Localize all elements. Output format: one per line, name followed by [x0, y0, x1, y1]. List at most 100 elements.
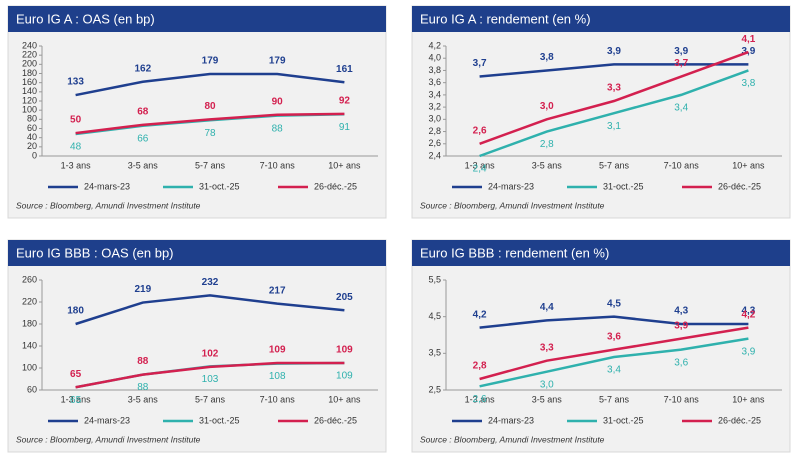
data-label: 4,4 [540, 302, 554, 313]
data-label: 2,6 [473, 125, 487, 136]
data-label: 232 [202, 277, 219, 288]
x-tick-label: 3-5 ans [128, 160, 159, 170]
legend-label: 26-déc.-25 [314, 415, 357, 425]
data-label: 103 [202, 374, 219, 385]
data-label: 161 [336, 64, 353, 75]
y-tick-label: 140 [22, 340, 37, 350]
legend-label: 31-oct.-25 [199, 415, 240, 425]
panel [411, 239, 791, 453]
data-label: 3,8 [741, 78, 755, 89]
data-label: 179 [269, 56, 286, 67]
data-label: 80 [204, 101, 216, 112]
data-label: 2,4 [473, 164, 487, 175]
x-tick-label: 10+ ans [328, 394, 361, 404]
y-tick-label: 180 [22, 318, 37, 328]
data-label: 133 [67, 77, 84, 88]
data-label: 3,7 [473, 58, 487, 69]
x-tick-label: 10+ ans [328, 160, 361, 170]
y-tick-label: 3,6 [428, 77, 441, 87]
data-label: 88 [272, 123, 284, 134]
data-label: 109 [269, 345, 286, 356]
x-tick-label: 5-7 ans [599, 394, 630, 404]
x-tick-label: 10+ ans [732, 394, 765, 404]
data-label: 205 [336, 292, 353, 303]
data-label: 3,9 [674, 320, 688, 331]
legend-label: 31-oct.-25 [199, 181, 240, 191]
legend-label: 24-mars-23 [84, 415, 130, 425]
y-tick-label: 220 [22, 50, 37, 60]
data-label: 102 [202, 349, 219, 360]
y-tick-label: 160 [22, 77, 37, 87]
legend-label: 26-déc.-25 [718, 181, 761, 191]
legend-label: 24-mars-23 [488, 415, 534, 425]
data-label: 88 [137, 356, 149, 367]
data-label: 180 [67, 306, 84, 317]
y-tick-label: 80 [27, 114, 37, 124]
data-label: 219 [134, 284, 151, 295]
legend-label: 31-oct.-25 [603, 181, 644, 191]
line-series [75, 72, 345, 97]
y-tick-label: 4,2 [428, 40, 441, 50]
data-label: 65 [70, 395, 82, 406]
data-label: 162 [134, 63, 151, 74]
line-series [479, 326, 749, 381]
data-label: 3,9 [741, 46, 755, 57]
data-label: 3,8 [540, 52, 554, 63]
y-tick-label: 100 [22, 105, 37, 115]
data-label: 4,5 [607, 298, 621, 309]
x-tick-label: 7-10 ans [664, 394, 700, 404]
data-label: 217 [269, 285, 286, 296]
line-series [75, 294, 345, 326]
panel [7, 239, 387, 453]
data-label: 4,3 [674, 306, 688, 317]
x-tick-label: 5-7 ans [599, 160, 630, 170]
data-label: 3,9 [607, 46, 621, 57]
x-tick-label: 3-5 ans [532, 394, 563, 404]
legend-label: 26-déc.-25 [314, 181, 357, 191]
chart-title: Euro IG BBB : rendement (en %) [420, 245, 609, 260]
data-label: 4,2 [473, 309, 487, 320]
x-tick-label: 10+ ans [732, 160, 765, 170]
data-label: 66 [137, 133, 149, 144]
data-label: 179 [202, 56, 219, 67]
x-tick-label: 1-3 ans [61, 394, 92, 404]
y-tick-label: 4,0 [428, 53, 441, 63]
panel-header [8, 6, 386, 32]
y-tick-label: 0 [32, 150, 37, 160]
y-tick-label: 260 [22, 274, 37, 284]
y-tick-label: 3,2 [428, 101, 441, 111]
panel-header [412, 6, 790, 32]
line-series [479, 337, 749, 388]
data-label: 4,3 [741, 306, 755, 317]
data-label: 3,4 [607, 365, 621, 376]
data-label: 48 [70, 142, 82, 153]
data-label: 88 [137, 382, 149, 393]
y-tick-label: 60 [27, 384, 37, 394]
data-label: 3,1 [607, 121, 621, 132]
source-note: Source : Bloomberg, Amundi Investment In… [16, 200, 201, 210]
data-label: 4,2 [741, 309, 755, 320]
data-label: 3,9 [741, 346, 755, 357]
x-tick-label: 3-5 ans [532, 160, 563, 170]
data-label: 3,3 [607, 83, 621, 94]
y-tick-label: 2,8 [428, 126, 441, 136]
data-label: 78 [204, 128, 216, 139]
x-tick-label: 7-10 ans [260, 160, 296, 170]
y-tick-label: 240 [22, 40, 37, 50]
data-label: 2,8 [540, 139, 554, 150]
y-tick-label: 2,4 [428, 150, 441, 160]
data-label: 108 [269, 371, 286, 382]
data-label: 109 [336, 345, 353, 356]
x-tick-label: 7-10 ans [260, 394, 296, 404]
data-label: 3,4 [674, 103, 688, 114]
x-tick-label: 1-3 ans [61, 160, 92, 170]
y-tick-label: 100 [22, 362, 37, 372]
y-tick-label: 3,4 [428, 89, 441, 99]
chart-title: Euro IG A : rendement (en %) [420, 11, 591, 26]
y-tick-label: 40 [27, 132, 37, 142]
panel-header [8, 240, 386, 266]
source-note: Source : Bloomberg, Amundi Investment In… [420, 200, 605, 210]
panel [7, 5, 387, 219]
data-label: 65 [70, 369, 82, 380]
